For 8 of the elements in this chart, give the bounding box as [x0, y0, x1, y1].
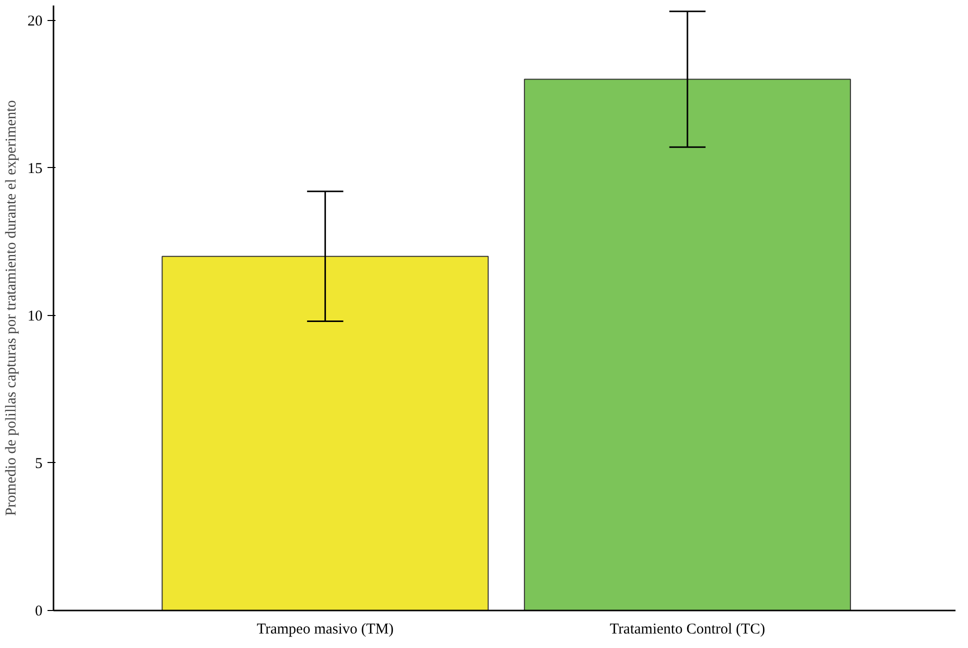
x-tick-label: Tratamiento Control (TC) [610, 622, 766, 638]
y-tick-label: 0 [35, 604, 42, 620]
y-tick-label: 5 [35, 456, 42, 472]
y-tick-label: 20 [28, 13, 42, 30]
y-tick-label: 15 [28, 160, 42, 177]
y-axis-title: Promedio de polillas capturas por tratamiento durante el experimento [4, 100, 20, 516]
x-tick-label: Trampeo masivo (TM) [256, 622, 394, 638]
y-tick-label: 10 [28, 308, 42, 324]
